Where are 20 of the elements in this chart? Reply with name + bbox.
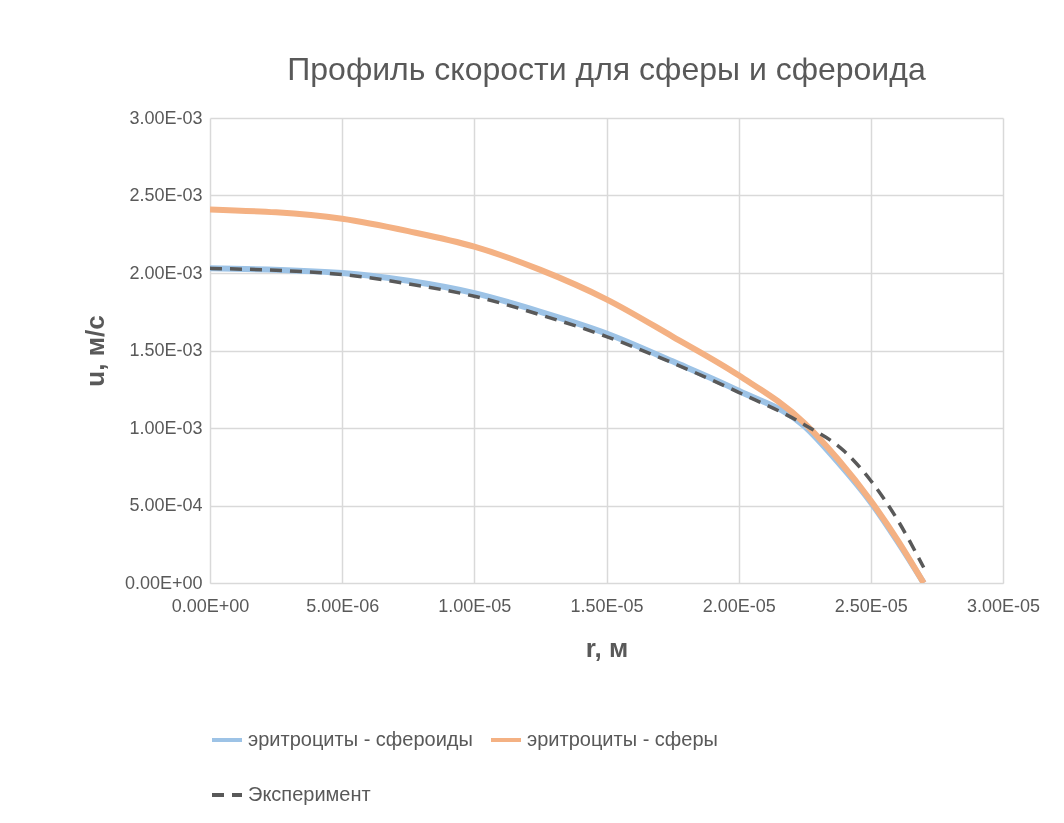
x-tick-label: 2.00E-05 bbox=[702, 595, 776, 616]
x-tick-label: 5.00E-06 bbox=[306, 595, 380, 616]
x-tick-label: 3.00E-05 bbox=[966, 595, 1041, 616]
y-tick-label: 3.00E-03 bbox=[129, 107, 203, 128]
legend-label: эритроциты - сфероиды bbox=[248, 728, 473, 750]
x-tick-label: 1.50E-05 bbox=[570, 595, 644, 616]
y-tick-label: 1.50E-03 bbox=[129, 340, 203, 360]
x-axis-title: r, м bbox=[585, 632, 629, 663]
legend-label: эритроциты - сферы bbox=[527, 728, 718, 750]
legend-label: Эксперимент bbox=[248, 783, 371, 805]
y-tick-label: 2.00E-03 bbox=[129, 262, 203, 283]
x-tick-label: 0.00E+00 bbox=[171, 595, 250, 616]
y-tick-label: 1.00E-03 bbox=[129, 417, 203, 438]
y-tick-label: 2.50E-03 bbox=[129, 185, 203, 205]
y-axis-title: u, м/с bbox=[79, 315, 110, 387]
x-tick-label: 2.50E-05 bbox=[834, 595, 908, 616]
chart-title: Профиль скорости для сферы и сфероида bbox=[287, 51, 926, 87]
y-tick-label: 5.00E-04 bbox=[129, 495, 203, 515]
y-tick-label: 0.00E+00 bbox=[124, 572, 203, 593]
x-tick-label: 1.00E-05 bbox=[438, 595, 512, 616]
